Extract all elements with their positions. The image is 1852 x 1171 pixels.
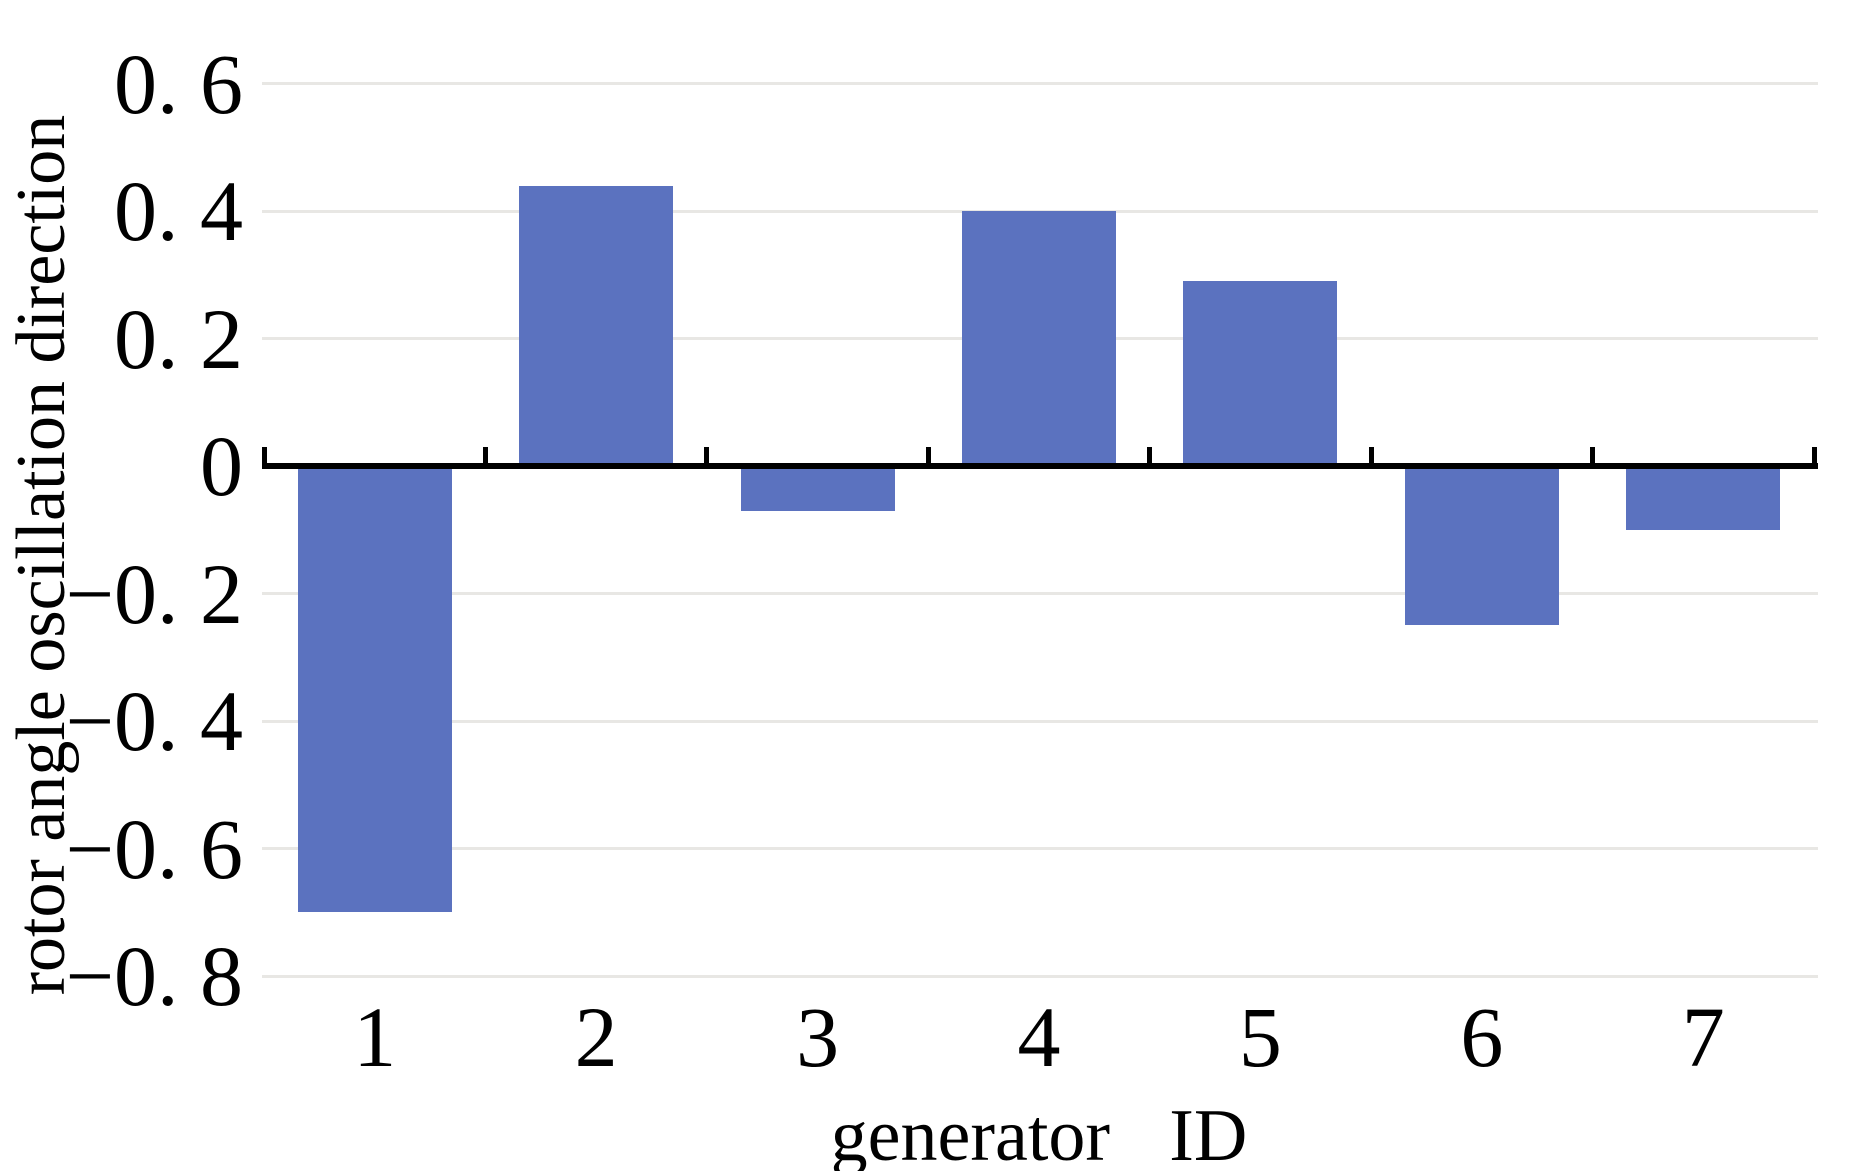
y-tick-label: −0. 8 <box>65 928 243 1024</box>
axis-tick <box>704 447 710 463</box>
x-tick-label: 2 <box>574 989 618 1085</box>
x-tick-label: 4 <box>1017 989 1061 1085</box>
axis-tick <box>261 447 267 463</box>
y-tick-label: −0. 4 <box>65 673 243 769</box>
axis-tick <box>482 447 488 463</box>
y-tick-label: 0. 6 <box>114 35 243 132</box>
x-tick-label: 3 <box>796 989 840 1085</box>
y-tick-label: −0. 6 <box>65 800 243 897</box>
axis-tick <box>925 447 931 463</box>
bar-generator-5 <box>1183 281 1338 466</box>
bar-generator-4 <box>962 211 1116 466</box>
axis-tick <box>1811 447 1817 463</box>
bar-generator-7 <box>1626 466 1781 530</box>
y-tick-label: −0. 2 <box>65 545 243 642</box>
x-axis-label: generator ID <box>830 1095 1248 1171</box>
bar-generator-6 <box>1404 466 1559 626</box>
axis-tick <box>1147 447 1153 463</box>
bar-generator-1 <box>297 466 452 913</box>
x-tick-label: 1 <box>353 989 397 1085</box>
axis-tick <box>1368 447 1374 463</box>
gridline <box>262 974 1818 978</box>
gridline <box>262 82 1818 85</box>
x-tick-label: 5 <box>1238 989 1282 1085</box>
bar-generator-3 <box>740 466 895 511</box>
x-tick-label: 7 <box>1681 989 1725 1085</box>
y-tick-label: 0. 2 <box>114 290 243 387</box>
x-axis-line <box>262 463 1818 469</box>
gridline <box>262 719 1818 723</box>
y-tick-label: 0 <box>200 418 243 514</box>
y-tick-label: 0. 4 <box>114 163 243 259</box>
axis-tick <box>1590 447 1596 463</box>
gridline <box>262 847 1818 850</box>
gridline <box>262 592 1818 595</box>
x-tick-label: 6 <box>1460 989 1504 1085</box>
bar-generator-2 <box>519 185 674 466</box>
